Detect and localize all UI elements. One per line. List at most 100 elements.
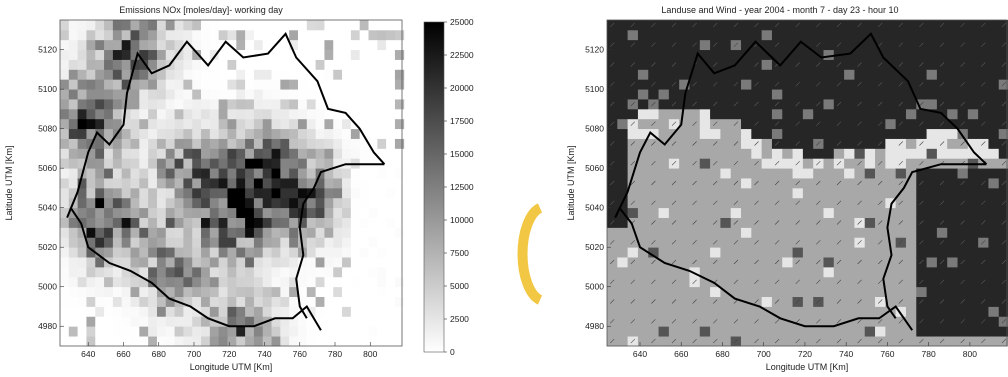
x-tick-label: 660 (116, 349, 130, 359)
heatmap-cell (271, 296, 281, 307)
landuse-cell (947, 128, 958, 139)
wind-arrow (692, 299, 697, 304)
wind-arrow (671, 62, 677, 67)
heatmap-cell (104, 49, 114, 60)
landuse-cell (926, 276, 938, 288)
heatmap-cell (95, 69, 105, 80)
landuse-cell (761, 158, 773, 169)
heatmap-cell (227, 108, 237, 120)
heatmap-cell (139, 306, 149, 317)
landuse-cell (627, 69, 639, 80)
landuse-cell (617, 178, 629, 189)
landuse-cell (637, 257, 649, 268)
landuse-cell (823, 237, 835, 248)
heatmap-cell (227, 197, 237, 209)
heatmap-cell (183, 316, 193, 327)
landuse-cell (864, 247, 876, 258)
heatmap-cell (139, 217, 149, 228)
heatmap-cell (377, 59, 387, 70)
landuse-cell (833, 168, 845, 179)
wind-arrow (712, 121, 718, 126)
heatmap-cell (280, 336, 290, 347)
heatmap-cell (104, 108, 114, 120)
heatmap-cell (333, 286, 343, 298)
landuse-cell (957, 128, 969, 139)
heatmap-cell (333, 49, 343, 60)
landuse-cell (741, 286, 752, 298)
landuse-cell (998, 306, 1008, 317)
heatmap-cell (86, 59, 96, 70)
heatmap-cell (333, 59, 343, 70)
heatmap-cell (315, 296, 325, 307)
wind-arrow (919, 141, 924, 146)
heatmap-cell (227, 49, 237, 60)
landuse-cell (771, 247, 783, 258)
landuse-cell (988, 168, 1000, 179)
landuse-cell (864, 59, 876, 70)
wind-arrow (774, 42, 780, 47)
heatmap-cell (156, 237, 167, 248)
heatmap-cell (68, 29, 79, 41)
heatmap-cell (377, 178, 387, 189)
heatmap-cell (148, 29, 158, 41)
landuse-cell (741, 306, 752, 317)
heatmap-cell (306, 168, 317, 179)
heatmap-cell (386, 286, 396, 298)
landuse-cell (905, 148, 917, 159)
landuse-cell (844, 296, 855, 307)
heatmap-cell (262, 276, 272, 288)
landuse-cell (905, 89, 917, 100)
heatmap-cell (253, 108, 264, 120)
wind-arrow (692, 200, 697, 206)
heatmap-cell (359, 20, 369, 31)
heatmap-cell (350, 138, 361, 149)
heatmap-cell (377, 237, 387, 248)
landuse-cell (782, 49, 793, 60)
landuse-cell (679, 316, 690, 327)
heatmap-cell (165, 138, 175, 149)
landuse-cell (617, 108, 629, 120)
wind-arrow (671, 180, 677, 186)
heatmap-cell (86, 39, 96, 51)
landuse-cell (782, 326, 793, 337)
heatmap-cell (130, 49, 140, 60)
heatmap-cell (68, 89, 79, 100)
wind-arrow (939, 240, 945, 245)
landuse-cell (844, 257, 855, 268)
landuse-cell (905, 187, 917, 199)
landuse-cell (936, 89, 948, 100)
heatmap-cell (156, 158, 167, 169)
landuse-cell (978, 286, 989, 298)
heatmap-cell (77, 128, 87, 139)
landuse-cell (802, 276, 814, 288)
heatmap-cell (245, 168, 255, 179)
heatmap-cell (192, 276, 202, 288)
heatmap-cell (377, 118, 387, 130)
landuse-cell (617, 59, 629, 70)
heatmap-cell (165, 148, 175, 159)
heatmap-cell (77, 257, 87, 268)
heatmap-cell (245, 336, 255, 347)
wind-arrow (671, 259, 677, 265)
heatmap-cell (130, 207, 140, 218)
landuse-cell (730, 148, 742, 159)
landuse-cell (967, 187, 979, 199)
landuse-cell (988, 306, 1000, 317)
wind-arrow (774, 180, 780, 186)
heatmap-cell (306, 286, 317, 298)
landuse-cell (823, 257, 835, 268)
heatmap-cell (350, 257, 361, 268)
heatmap-cell (68, 118, 79, 130)
wind-arrow (754, 338, 759, 344)
landuse-cell (844, 59, 855, 70)
wind-arrow (651, 338, 656, 344)
heatmap-cell (156, 197, 167, 209)
wind-arrow (877, 259, 883, 265)
heatmap-cell (112, 69, 123, 80)
heatmap-cell (386, 20, 396, 31)
heatmap-cell (368, 296, 378, 307)
heatmap-cell (139, 89, 149, 100)
landuse-cell (916, 316, 927, 327)
heatmap-cell (324, 29, 334, 41)
